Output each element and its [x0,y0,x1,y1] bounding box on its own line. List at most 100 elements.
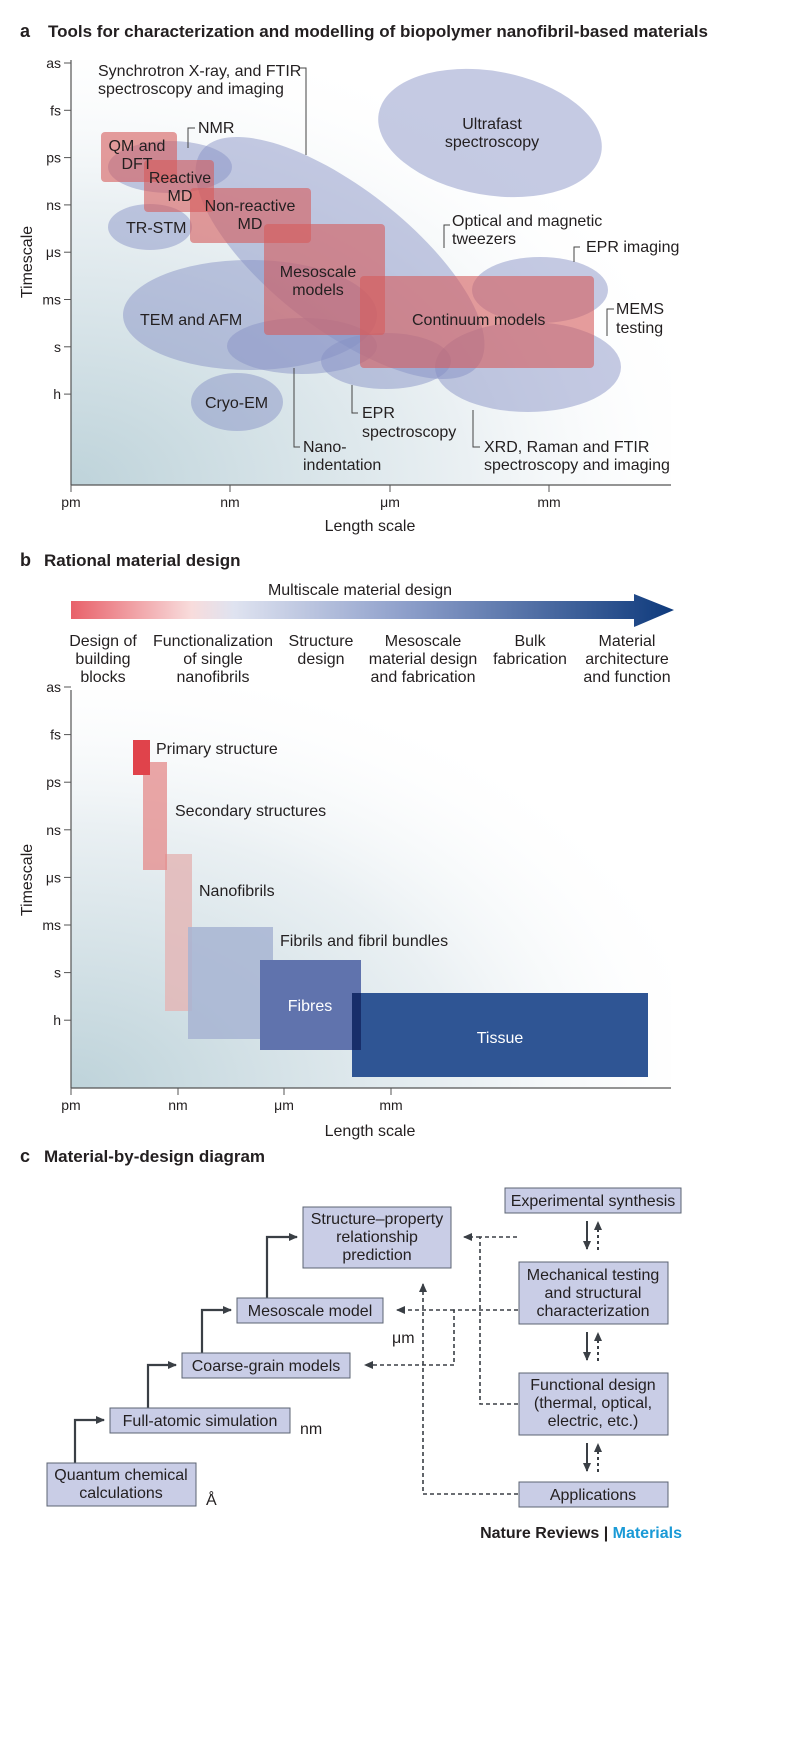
label-fibres: Fibres [288,998,332,1015]
x-tick-label: mm [379,1097,402,1113]
y-tick-label: ps [46,150,61,166]
label-reactive-md: Reactive MD [149,170,211,205]
panel-b-x-ticks: pm nm μm mm [61,1088,403,1113]
label-nmr: NMR [198,120,234,137]
box-mesoscale-model [236,1297,384,1324]
block-secondary-structures [143,762,167,870]
y-tick-label: h [53,1012,61,1028]
panel-b-title: Rational material design [44,551,241,570]
panel-a-x-ticks: pm nm μm mm [61,485,561,510]
design-arrow-label: Multiscale material design [268,582,452,599]
x-tick-label: μm [274,1097,294,1113]
panel-a-y-label: Timescale [19,226,36,298]
block-fibre-tissue-overlap [352,993,361,1050]
x-tick-label: pm [61,494,80,510]
dashed-to-coarse [364,1309,518,1369]
text-structure-property: Structure–property relationship prediction [311,1211,444,1264]
text-mesoscale-model: Mesoscale model [248,1303,373,1320]
y-tick-label: fs [50,102,61,118]
dashed-functional-loop [479,1236,518,1405]
design-stage-label: Design of building blocks [69,633,137,686]
text-mechanical-testing: Mechanical testing and structural characte… [527,1267,660,1320]
design-stage-label: Structure design [289,633,354,668]
box-experimental-synthesis [504,1187,682,1214]
scale-um: μm [392,1330,415,1347]
panel-a-letter: a [20,21,31,41]
block-fibres [260,960,361,1050]
text-quantum: Quantum chemical calculations [54,1467,187,1502]
x-tick-label: μm [380,494,400,510]
leader-epr-spec [351,385,358,414]
multiscale-design-arrow [71,594,674,627]
text-full-atomic: Full-atomic simulation [123,1413,278,1430]
label-trstm: TR-STM [126,220,186,237]
block-nanofibrils [165,854,192,1011]
x-tick-label: nm [168,1097,187,1113]
label-nanoindentation: Nano-indentation [303,439,381,474]
text-coarse-grain: Coarse-grain models [192,1358,341,1375]
panel-b-letter: b [20,550,31,570]
panel-b-y-label: Timescale [19,844,36,916]
arrow-atomic-to-coarse [146,1361,177,1408]
box-mechanical-testing [518,1261,669,1325]
dashed-applications-up [419,1283,518,1495]
box-quantum [46,1462,197,1507]
box-functional-design [518,1372,669,1436]
design-stages: Design of building blocks Functionalization… [69,633,670,686]
y-tick-label: μs [46,869,61,885]
label-secondary-structures: Secondary structures [175,803,326,820]
label-mesoscale: Mesoscale models [280,264,357,299]
scale-nm: nm [300,1421,322,1438]
label-synchrotron: Synchrotron X-ray, and FTIR spectroscopy … [98,63,301,98]
box-coarse-grain [181,1352,351,1379]
design-stage-label: Bulk fabrication [493,633,567,668]
label-nonreactive-md: Non-reactive MD [205,198,296,233]
box-structure-property [302,1206,452,1269]
rect-continuum [360,276,594,368]
panel-a-y-ticks: as fs ps ns μs ms s h [42,55,71,402]
label-continuum: Continuum models [412,312,545,329]
panel-b-y-ticks: as fs ps ns μs ms s h [42,679,71,1028]
panel-a-x-label: Length scale [325,518,416,535]
label-qm-dft: QM and DFT [109,138,166,173]
arrow-coarse-to-mesoscale [200,1306,232,1353]
y-tick-label: ns [46,197,61,213]
rect-mesoscale [264,224,385,335]
label-nanofibrils: Nanofibrils [199,883,275,900]
label-ultrafast: Ultrafast spectroscopy [445,116,539,151]
text-applications: Applications [550,1487,636,1504]
panel-c-title: Material-by-design diagram [44,1147,265,1166]
panel-a-title: Tools for characterization and modelling… [48,22,708,41]
y-tick-label: ms [42,917,61,933]
block-primary-structure [133,740,150,775]
label-xrd: XRD, Raman and FTIR spectroscopy and imag… [484,439,670,474]
y-tick-label: as [46,679,61,695]
label-tissue: Tissue [477,1030,524,1047]
label-epr-spectroscopy: EPR spectroscopy [362,405,456,441]
leader-synchrotron [299,67,307,155]
x-tick-label: nm [220,494,239,510]
box-applications [518,1481,669,1508]
ellipse-trstm [108,204,192,250]
ellipse-cryo-em [191,373,283,431]
y-tick-label: ns [46,822,61,838]
arrow-mesoscale-to-prediction [265,1233,298,1298]
panel-c-letter: c [20,1146,30,1166]
leader-nano [293,368,300,448]
leader-nmr [187,127,195,148]
y-tick-label: ms [42,292,61,308]
block-fibrils [188,927,273,1039]
block-tissue [352,993,648,1077]
footer-credit: Nature Reviews | Materials [480,1525,682,1542]
leader-epr-imaging [573,246,580,262]
label-tem-afm: TEM and AFM [140,312,242,329]
y-tick-label: s [54,339,61,355]
arrow-quantum-to-atomic [73,1416,105,1463]
scale-angstrom: Å [206,1490,217,1509]
leader-tweezers [443,224,450,248]
text-functional-design: Functional design (thermal, optical, elect… [530,1377,655,1430]
label-epr-imaging: EPR imaging [586,239,679,256]
y-tick-label: fs [50,727,61,743]
y-tick-label: s [54,965,61,981]
